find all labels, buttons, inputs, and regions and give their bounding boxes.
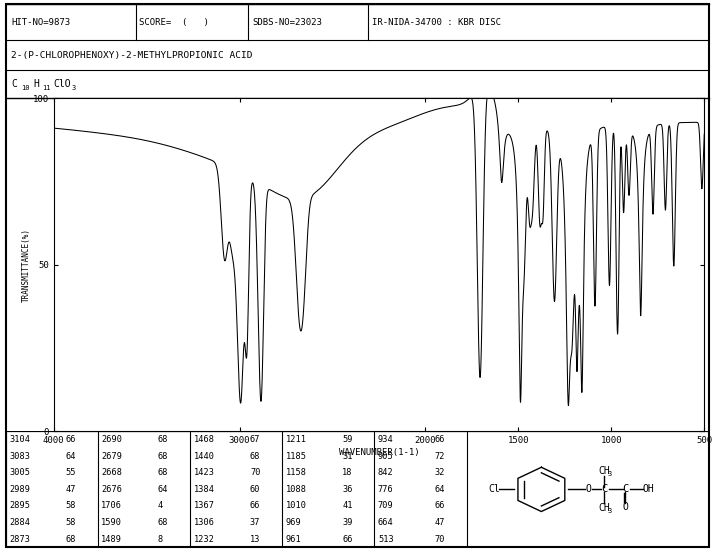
Text: 934: 934 bbox=[378, 435, 394, 444]
Text: 905: 905 bbox=[378, 452, 394, 461]
Text: 10: 10 bbox=[21, 85, 30, 91]
Text: 664: 664 bbox=[378, 518, 394, 527]
Text: 1468: 1468 bbox=[194, 435, 214, 444]
Text: 1590: 1590 bbox=[102, 518, 122, 527]
Text: 68: 68 bbox=[158, 435, 168, 444]
Text: 1706: 1706 bbox=[102, 502, 122, 510]
Text: O: O bbox=[623, 502, 628, 512]
Text: 70: 70 bbox=[250, 468, 260, 477]
Text: C: C bbox=[622, 484, 628, 494]
Text: 2989: 2989 bbox=[9, 485, 30, 494]
Text: 709: 709 bbox=[378, 502, 394, 510]
Text: SCORE=  (   ): SCORE= ( ) bbox=[139, 18, 209, 27]
Text: 55: 55 bbox=[66, 468, 76, 477]
Text: 68: 68 bbox=[158, 518, 168, 527]
Text: 66: 66 bbox=[434, 435, 445, 444]
Text: 66: 66 bbox=[342, 535, 352, 544]
Text: CH: CH bbox=[598, 466, 610, 476]
Text: 3: 3 bbox=[608, 508, 612, 514]
Text: IR-NIDA-34700 : KBR DISC: IR-NIDA-34700 : KBR DISC bbox=[372, 18, 500, 27]
Text: 1232: 1232 bbox=[194, 535, 214, 544]
Text: Cl: Cl bbox=[488, 484, 500, 494]
Text: 47: 47 bbox=[66, 485, 76, 494]
Text: 32: 32 bbox=[434, 468, 445, 477]
Text: 1010: 1010 bbox=[286, 502, 307, 510]
Text: 13: 13 bbox=[250, 535, 260, 544]
Text: 68: 68 bbox=[250, 452, 260, 461]
Text: 1185: 1185 bbox=[286, 452, 307, 461]
Text: 2884: 2884 bbox=[9, 518, 30, 527]
Text: 2895: 2895 bbox=[9, 502, 30, 510]
Text: 47: 47 bbox=[434, 518, 445, 527]
Text: 1384: 1384 bbox=[194, 485, 214, 494]
Text: 2873: 2873 bbox=[9, 535, 30, 544]
Text: 1158: 1158 bbox=[286, 468, 307, 477]
Text: 2676: 2676 bbox=[102, 485, 122, 494]
Text: 3: 3 bbox=[608, 471, 612, 477]
Text: 37: 37 bbox=[250, 518, 260, 527]
Text: 776: 776 bbox=[378, 485, 394, 494]
Text: CH: CH bbox=[598, 503, 610, 513]
Text: 68: 68 bbox=[158, 452, 168, 461]
Text: 59: 59 bbox=[342, 435, 352, 444]
Text: 41: 41 bbox=[342, 502, 352, 510]
Text: 2-(P-CHLOROPHENOXY)-2-METHYLPROPIONIC ACID: 2-(P-CHLOROPHENOXY)-2-METHYLPROPIONIC AC… bbox=[11, 51, 253, 60]
Text: 60: 60 bbox=[250, 485, 260, 494]
Text: 18: 18 bbox=[342, 468, 352, 477]
Text: 2679: 2679 bbox=[102, 452, 122, 461]
Text: 68: 68 bbox=[158, 468, 168, 477]
Text: 1367: 1367 bbox=[194, 502, 214, 510]
Text: 1211: 1211 bbox=[286, 435, 307, 444]
Text: 72: 72 bbox=[434, 452, 445, 461]
Text: 1489: 1489 bbox=[102, 535, 122, 544]
Text: 66: 66 bbox=[250, 502, 260, 510]
Text: 70: 70 bbox=[434, 535, 445, 544]
Text: 39: 39 bbox=[342, 518, 352, 527]
Text: 961: 961 bbox=[286, 535, 302, 544]
Text: ClO: ClO bbox=[54, 79, 72, 90]
Text: 66: 66 bbox=[66, 435, 76, 444]
Text: 3: 3 bbox=[72, 85, 75, 91]
Text: 2668: 2668 bbox=[102, 468, 122, 477]
Text: C: C bbox=[601, 484, 607, 494]
Text: 4: 4 bbox=[158, 502, 163, 510]
Text: O: O bbox=[586, 484, 591, 494]
Text: 3104: 3104 bbox=[9, 435, 30, 444]
Text: 513: 513 bbox=[378, 535, 394, 544]
Text: 64: 64 bbox=[158, 485, 168, 494]
Text: 3005: 3005 bbox=[9, 468, 30, 477]
Text: 31: 31 bbox=[342, 452, 352, 461]
Text: 2690: 2690 bbox=[102, 435, 122, 444]
Text: 66: 66 bbox=[434, 502, 445, 510]
Text: 64: 64 bbox=[434, 485, 445, 494]
Text: C: C bbox=[11, 79, 17, 90]
Text: 842: 842 bbox=[378, 468, 394, 477]
Text: 58: 58 bbox=[66, 518, 76, 527]
Text: SDBS-NO=23023: SDBS-NO=23023 bbox=[252, 18, 322, 27]
Text: 11: 11 bbox=[42, 85, 51, 91]
Text: 36: 36 bbox=[342, 485, 352, 494]
Text: 67: 67 bbox=[250, 435, 260, 444]
Text: 1088: 1088 bbox=[286, 485, 307, 494]
Text: 8: 8 bbox=[158, 535, 163, 544]
Text: 1440: 1440 bbox=[194, 452, 214, 461]
Y-axis label: TRANSMITTANCE(%): TRANSMITTANCE(%) bbox=[22, 228, 31, 302]
Text: H: H bbox=[34, 79, 40, 90]
Text: 64: 64 bbox=[66, 452, 76, 461]
Text: 58: 58 bbox=[66, 502, 76, 510]
Text: HIT-NO=9873: HIT-NO=9873 bbox=[11, 18, 71, 27]
Text: 1306: 1306 bbox=[194, 518, 214, 527]
Text: OH: OH bbox=[643, 484, 654, 494]
X-axis label: WAVENUMBER(1-1): WAVENUMBER(1-1) bbox=[339, 448, 419, 457]
Text: 969: 969 bbox=[286, 518, 302, 527]
Text: 3083: 3083 bbox=[9, 452, 30, 461]
Text: 68: 68 bbox=[66, 535, 76, 544]
Text: 1423: 1423 bbox=[194, 468, 214, 477]
